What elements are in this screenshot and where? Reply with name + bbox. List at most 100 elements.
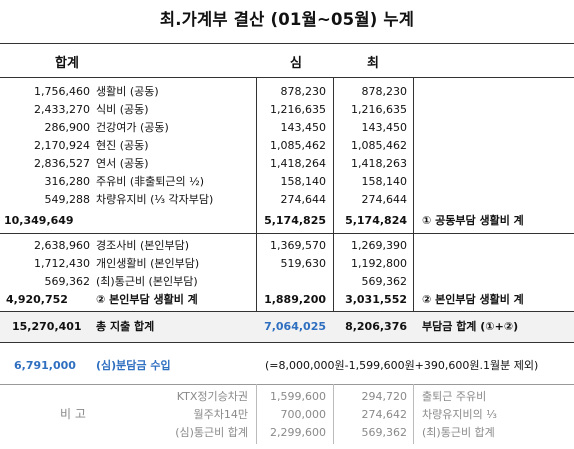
total-cell: 2,638,960	[34, 239, 90, 252]
table-row: 2,170,924 현진 (공동) 1,085,462 1,085,462	[0, 137, 574, 155]
label-cell: 연서 (공동)	[96, 157, 149, 170]
header-bottom-border	[0, 77, 574, 78]
total-cell: 2,836,527	[34, 157, 90, 170]
choi-cell: 569,362	[361, 275, 408, 288]
shim-cell: 143,450	[280, 121, 327, 134]
label-cell: 생활비 (공동)	[96, 85, 159, 98]
label-cell: 식비 (공동)	[96, 103, 149, 116]
header-total: 합계	[55, 56, 79, 71]
table-row: 316,280 주유비 (非출퇴근의 ½) 158,140 158,140	[0, 173, 574, 191]
shim-cell: 1,085,462	[270, 139, 326, 152]
shim-cell: 5,174,825	[264, 214, 326, 227]
remark-right-value: 569,362	[361, 426, 408, 439]
choi-cell: 1,085,462	[351, 139, 407, 152]
label-cell: (최)통근비 (본인부담)	[96, 275, 198, 288]
remark-divider-3	[413, 384, 414, 444]
income-formula: (=8,000,000원-1,599,600원+390,600원.1월분 제외)	[265, 359, 539, 372]
table-row: 569,362 (최)통근비 (본인부담) 569,362	[0, 273, 574, 291]
table-row: 286,900 건강여가 (공동) 143,450 143,450	[0, 119, 574, 137]
remark-left-value: 2,299,600	[270, 426, 326, 439]
common-subtotal-row: 10,349,649 5,174,825 5,174,824 ① 공동부담 생활…	[0, 212, 574, 230]
choi-cell: 274,644	[361, 193, 408, 206]
choi-cell: 5,174,824	[345, 214, 407, 227]
remark-left-label: KTX정기승차권	[176, 390, 248, 403]
total-cell: 1,756,460	[34, 85, 90, 98]
remark-left-value: 700,000	[280, 408, 327, 421]
table-row: 549,288 차량유지비 (⅓ 각자부담) 274,644 274,644	[0, 191, 574, 209]
label-cell: 건강여가 (공동)	[96, 121, 169, 134]
shim-cell: 878,230	[280, 85, 327, 98]
note-cell: ② 본인부담 생활비 계	[422, 293, 524, 306]
label-cell: 개인생활비 (본인부담)	[96, 257, 200, 270]
remarks-label: 비 고	[60, 407, 86, 421]
total-cell: 4,920,752	[6, 293, 68, 306]
remark-divider-2	[333, 384, 334, 444]
choi-cell: 878,230	[361, 85, 408, 98]
divider-note-left	[413, 77, 414, 311]
table-row: 1,712,430 개인생활비 (본인부담) 519,630 1,192,800	[0, 255, 574, 273]
common-subtotal-border	[0, 233, 574, 234]
personal-subtotal-border	[0, 311, 574, 312]
remark-row: (심)통근비 합계 2,299,600 569,362 (최)통근비 합계	[0, 424, 574, 442]
choi-cell: 1,418,263	[351, 157, 407, 170]
divider-choi-left	[333, 77, 334, 311]
shim-cell: 1,418,264	[270, 157, 326, 170]
remark-row: 월주차14만 700,000 274,642 차량유지비의 ⅓	[0, 406, 574, 424]
table-row: 1,756,460 생활비 (공동) 878,230 878,230	[0, 83, 574, 101]
income-border	[0, 384, 574, 385]
header-choi: 최	[367, 56, 379, 71]
shim-cell: 7,064,025	[264, 320, 326, 333]
shim-cell: 1,889,200	[264, 293, 326, 306]
total-cell: 10,349,649	[4, 214, 74, 227]
choi-cell: 143,450	[361, 121, 408, 134]
remark-right-value: 294,720	[361, 390, 408, 403]
remark-right-value: 274,642	[361, 408, 408, 421]
note-cell: ① 공동부담 생활비 계	[422, 214, 524, 227]
total-cell: 1,712,430	[34, 257, 90, 270]
grand-total-shade	[0, 311, 574, 342]
shim-cell: 158,140	[280, 175, 327, 188]
grand-total-border	[0, 342, 574, 343]
total-cell: 316,280	[44, 175, 91, 188]
choi-cell: 1,192,800	[351, 257, 407, 270]
label-cell: 경조사비 (본인부담)	[96, 239, 190, 252]
shim-cell: 1,369,570	[270, 239, 326, 252]
divider-shim-left	[256, 77, 257, 311]
total-cell: 2,170,924	[34, 139, 90, 152]
total-cell: 549,288	[44, 193, 91, 206]
total-cell: 286,900	[44, 121, 91, 134]
grand-total-row: 15,270,401 총 지출 합계 7,064,025 8,206,376 부…	[0, 318, 574, 336]
shim-cell: 1,216,635	[270, 103, 326, 116]
total-cell: 15,270,401	[12, 320, 82, 333]
income-amount: 6,791,000	[14, 359, 76, 372]
income-label: (심)분담금 수입	[96, 359, 171, 372]
shim-cell: 274,644	[280, 193, 327, 206]
choi-cell: 158,140	[361, 175, 408, 188]
remark-left-value: 1,599,600	[270, 390, 326, 403]
total-cell: 2,433,270	[34, 103, 90, 116]
label-cell: 현진 (공동)	[96, 139, 149, 152]
remark-right-label: 차량유지비의 ⅓	[422, 408, 497, 421]
table-row: 2,638,960 경조사비 (본인부담) 1,369,570 1,269,39…	[0, 237, 574, 255]
remark-right-label: (최)통근비 합계	[422, 426, 495, 439]
note-cell: 부담금 합계 (①+②)	[422, 320, 519, 333]
label-cell: 주유비 (非출퇴근의 ½)	[96, 175, 205, 188]
remark-divider-1	[256, 384, 257, 444]
remark-right-label: 출퇴근 주유비	[422, 390, 487, 403]
page-title: 최.가계부 결산 (01월~05월) 누계	[159, 10, 415, 29]
label-cell: 차량유지비 (⅓ 각자부담)	[96, 193, 214, 206]
header-shim: 심	[290, 56, 302, 71]
shim-cell: 519,630	[280, 257, 327, 270]
remark-left-label: 월주차14만	[193, 408, 248, 421]
remark-left-label: (심)통근비 합계	[175, 426, 248, 439]
personal-subtotal-row: 4,920,752 ② 본인부담 생활비 계 1,889,200 3,031,5…	[0, 291, 574, 309]
label-cell: 총 지출 합계	[96, 320, 155, 333]
choi-cell: 1,269,390	[351, 239, 407, 252]
choi-cell: 1,216,635	[351, 103, 407, 116]
total-cell: 569,362	[44, 275, 91, 288]
table-row: 2,836,527 연서 (공동) 1,418,264 1,418,263	[0, 155, 574, 173]
choi-cell: 3,031,552	[345, 293, 407, 306]
remark-row: KTX정기승차권 1,599,600 294,720 출퇴근 주유비	[0, 388, 574, 406]
label-cell: ② 본인부담 생활비 계	[96, 293, 198, 306]
choi-cell: 8,206,376	[345, 320, 407, 333]
